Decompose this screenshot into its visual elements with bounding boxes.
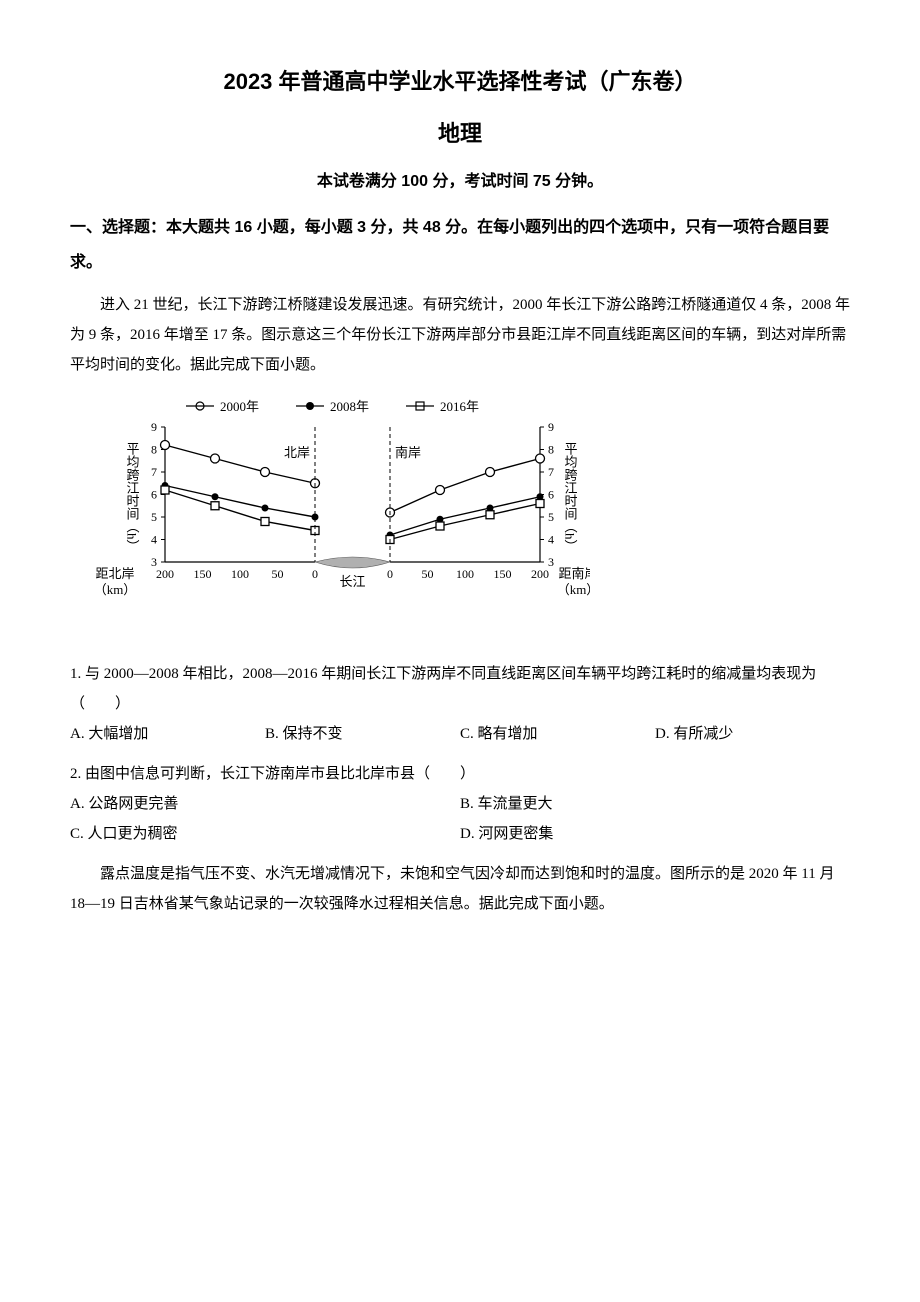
svg-text:2000年: 2000年 bbox=[220, 399, 259, 414]
svg-text:2016年: 2016年 bbox=[440, 399, 479, 414]
question-options: A. 公路网更完善 B. 车流量更大 C. 人口更为稠密 D. 河网更密集 bbox=[70, 789, 850, 849]
passage-2: 露点温度是指气压不变、水汽无增减情况下，未饱和空气因冷却而达到饱和时的温度。图所… bbox=[70, 859, 850, 919]
option-c: C. 略有增加 bbox=[460, 719, 655, 749]
question-options: A. 大幅增加 B. 保持不变 C. 略有增加 D. 有所减少 bbox=[70, 719, 850, 749]
chart-figure: 2000年2008年2016年3456789200150100500345678… bbox=[70, 392, 850, 643]
svg-text:0: 0 bbox=[312, 567, 318, 581]
svg-text:7: 7 bbox=[151, 465, 157, 479]
svg-text:长江: 长江 bbox=[339, 574, 365, 589]
svg-text:0: 0 bbox=[387, 567, 393, 581]
svg-text:南岸: 南岸 bbox=[395, 445, 421, 460]
question-2: 2. 由图中信息可判断，长江下游南岸市县比北岸市县（ ） A. 公路网更完善 B… bbox=[70, 759, 850, 849]
svg-text:50: 50 bbox=[422, 567, 434, 581]
option-d: D. 有所减少 bbox=[655, 719, 850, 749]
svg-text:4: 4 bbox=[548, 533, 554, 547]
svg-text:4: 4 bbox=[151, 533, 157, 547]
question-stem: 1. 与 2000—2008 年相比，2008—2016 年期间长江下游两岸不同… bbox=[70, 659, 850, 719]
svg-text:200: 200 bbox=[156, 567, 174, 581]
option-b: B. 车流量更大 bbox=[460, 789, 850, 819]
subject-title: 地理 bbox=[70, 112, 850, 156]
option-a: A. 公路网更完善 bbox=[70, 789, 460, 819]
exam-meta: 本试卷满分 100 分，考试时间 75 分钟。 bbox=[70, 166, 850, 198]
svg-text:6: 6 bbox=[151, 488, 157, 502]
svg-text:8: 8 bbox=[151, 443, 157, 457]
section-instruction: 一、选择题：本大题共 16 小题，每小题 3 分，共 48 分。在每小题列出的四… bbox=[70, 210, 850, 280]
option-b: B. 保持不变 bbox=[265, 719, 460, 749]
passage-1: 进入 21 世纪，长江下游跨江桥隧建设发展迅速。有研究统计，2000 年长江下游… bbox=[70, 290, 850, 380]
svg-text:距北岸: 距北岸 bbox=[95, 566, 134, 581]
svg-text:50: 50 bbox=[272, 567, 284, 581]
svg-text:9: 9 bbox=[548, 420, 554, 434]
svg-text:（km）: （km） bbox=[557, 582, 590, 597]
question-1: 1. 与 2000—2008 年相比，2008—2016 年期间长江下游两岸不同… bbox=[70, 659, 850, 749]
svg-text:距南岸: 距南岸 bbox=[558, 566, 590, 581]
svg-text:6: 6 bbox=[548, 488, 554, 502]
svg-text:100: 100 bbox=[456, 567, 474, 581]
svg-text:2008年: 2008年 bbox=[330, 399, 369, 414]
main-title: 2023 年普通高中学业水平选择性考试（广东卷） bbox=[70, 60, 850, 104]
option-a: A. 大幅增加 bbox=[70, 719, 265, 749]
svg-text:平均跨江时间（h）: 平均跨江时间（h） bbox=[125, 442, 140, 553]
svg-text:（km）: （km） bbox=[94, 582, 137, 597]
svg-text:北岸: 北岸 bbox=[284, 445, 310, 460]
svg-text:9: 9 bbox=[151, 420, 157, 434]
svg-text:100: 100 bbox=[231, 567, 249, 581]
svg-text:200: 200 bbox=[531, 567, 549, 581]
svg-text:150: 150 bbox=[494, 567, 512, 581]
svg-text:8: 8 bbox=[548, 443, 554, 457]
option-c: C. 人口更为稠密 bbox=[70, 819, 460, 849]
svg-text:150: 150 bbox=[194, 567, 212, 581]
question-stem: 2. 由图中信息可判断，长江下游南岸市县比北岸市县（ ） bbox=[70, 759, 850, 789]
svg-text:5: 5 bbox=[151, 510, 157, 524]
svg-text:平均跨江时间（h）: 平均跨江时间（h） bbox=[563, 442, 578, 553]
svg-text:5: 5 bbox=[548, 510, 554, 524]
option-d: D. 河网更密集 bbox=[460, 819, 850, 849]
svg-text:7: 7 bbox=[548, 465, 554, 479]
